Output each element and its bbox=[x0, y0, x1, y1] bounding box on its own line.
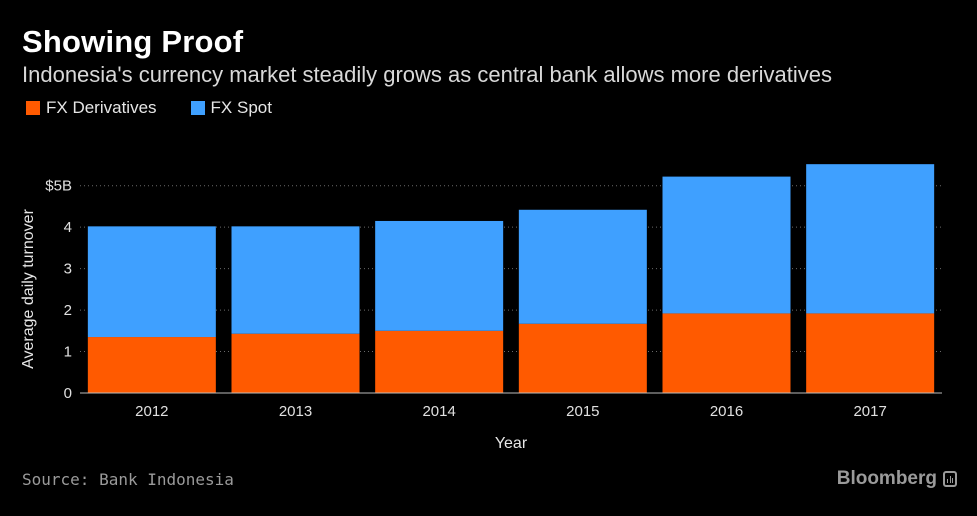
legend: FX Derivatives FX Spot bbox=[26, 98, 272, 118]
bar-derivatives-2016 bbox=[662, 313, 791, 393]
x-tick-label-2015: 2015 bbox=[566, 403, 599, 420]
brand-logo: Bloomberg bbox=[837, 468, 957, 490]
x-tick-label-2014: 2014 bbox=[422, 403, 455, 420]
bar-spot-2017 bbox=[806, 164, 935, 314]
x-axis-title: Year bbox=[495, 435, 528, 452]
legend-label-spot: FX Spot bbox=[210, 98, 272, 117]
brand-chart-icon bbox=[943, 471, 957, 487]
x-tick-label-2017: 2017 bbox=[853, 403, 886, 420]
y-tick-label-0: 0 bbox=[64, 385, 72, 402]
bar-spot-2015 bbox=[518, 209, 647, 324]
bar-spot-2013 bbox=[231, 226, 360, 334]
bar-derivatives-2014 bbox=[375, 330, 504, 393]
source-note: Source: Bank Indonesia bbox=[22, 470, 234, 489]
y-tick-label-3: 3 bbox=[64, 261, 72, 278]
legend-item-derivatives: FX Derivatives bbox=[26, 98, 157, 118]
chart-subtitle: Indonesia's currency market steadily gro… bbox=[22, 62, 832, 87]
bar-derivatives-2015 bbox=[518, 323, 647, 393]
x-tick-label-2013: 2013 bbox=[279, 403, 312, 420]
y-tick-label-5: $5B bbox=[45, 178, 72, 195]
bar-spot-2012 bbox=[87, 226, 216, 338]
x-tick-label-2012: 2012 bbox=[135, 403, 168, 420]
bar-derivatives-2013 bbox=[231, 333, 360, 393]
legend-label-derivatives: FX Derivatives bbox=[46, 98, 157, 117]
bar-derivatives-2012 bbox=[87, 337, 216, 393]
bar-spot-2016 bbox=[662, 176, 791, 314]
brand-name: Bloomberg bbox=[836, 468, 937, 489]
y-tick-label-4: 4 bbox=[64, 219, 72, 236]
y-tick-label-2: 2 bbox=[64, 302, 72, 319]
chart-title: Showing Proof bbox=[22, 24, 244, 59]
x-tick-label-2016: 2016 bbox=[710, 403, 743, 420]
legend-swatch-spot bbox=[190, 101, 205, 115]
legend-swatch-derivatives bbox=[26, 101, 40, 115]
y-tick-label-1: 1 bbox=[64, 344, 72, 361]
bar-spot-2014 bbox=[375, 220, 504, 331]
y-axis-title: Average daily turnover bbox=[20, 208, 37, 368]
legend-item-spot: FX Spot bbox=[190, 98, 272, 118]
bar-derivatives-2017 bbox=[806, 313, 935, 393]
